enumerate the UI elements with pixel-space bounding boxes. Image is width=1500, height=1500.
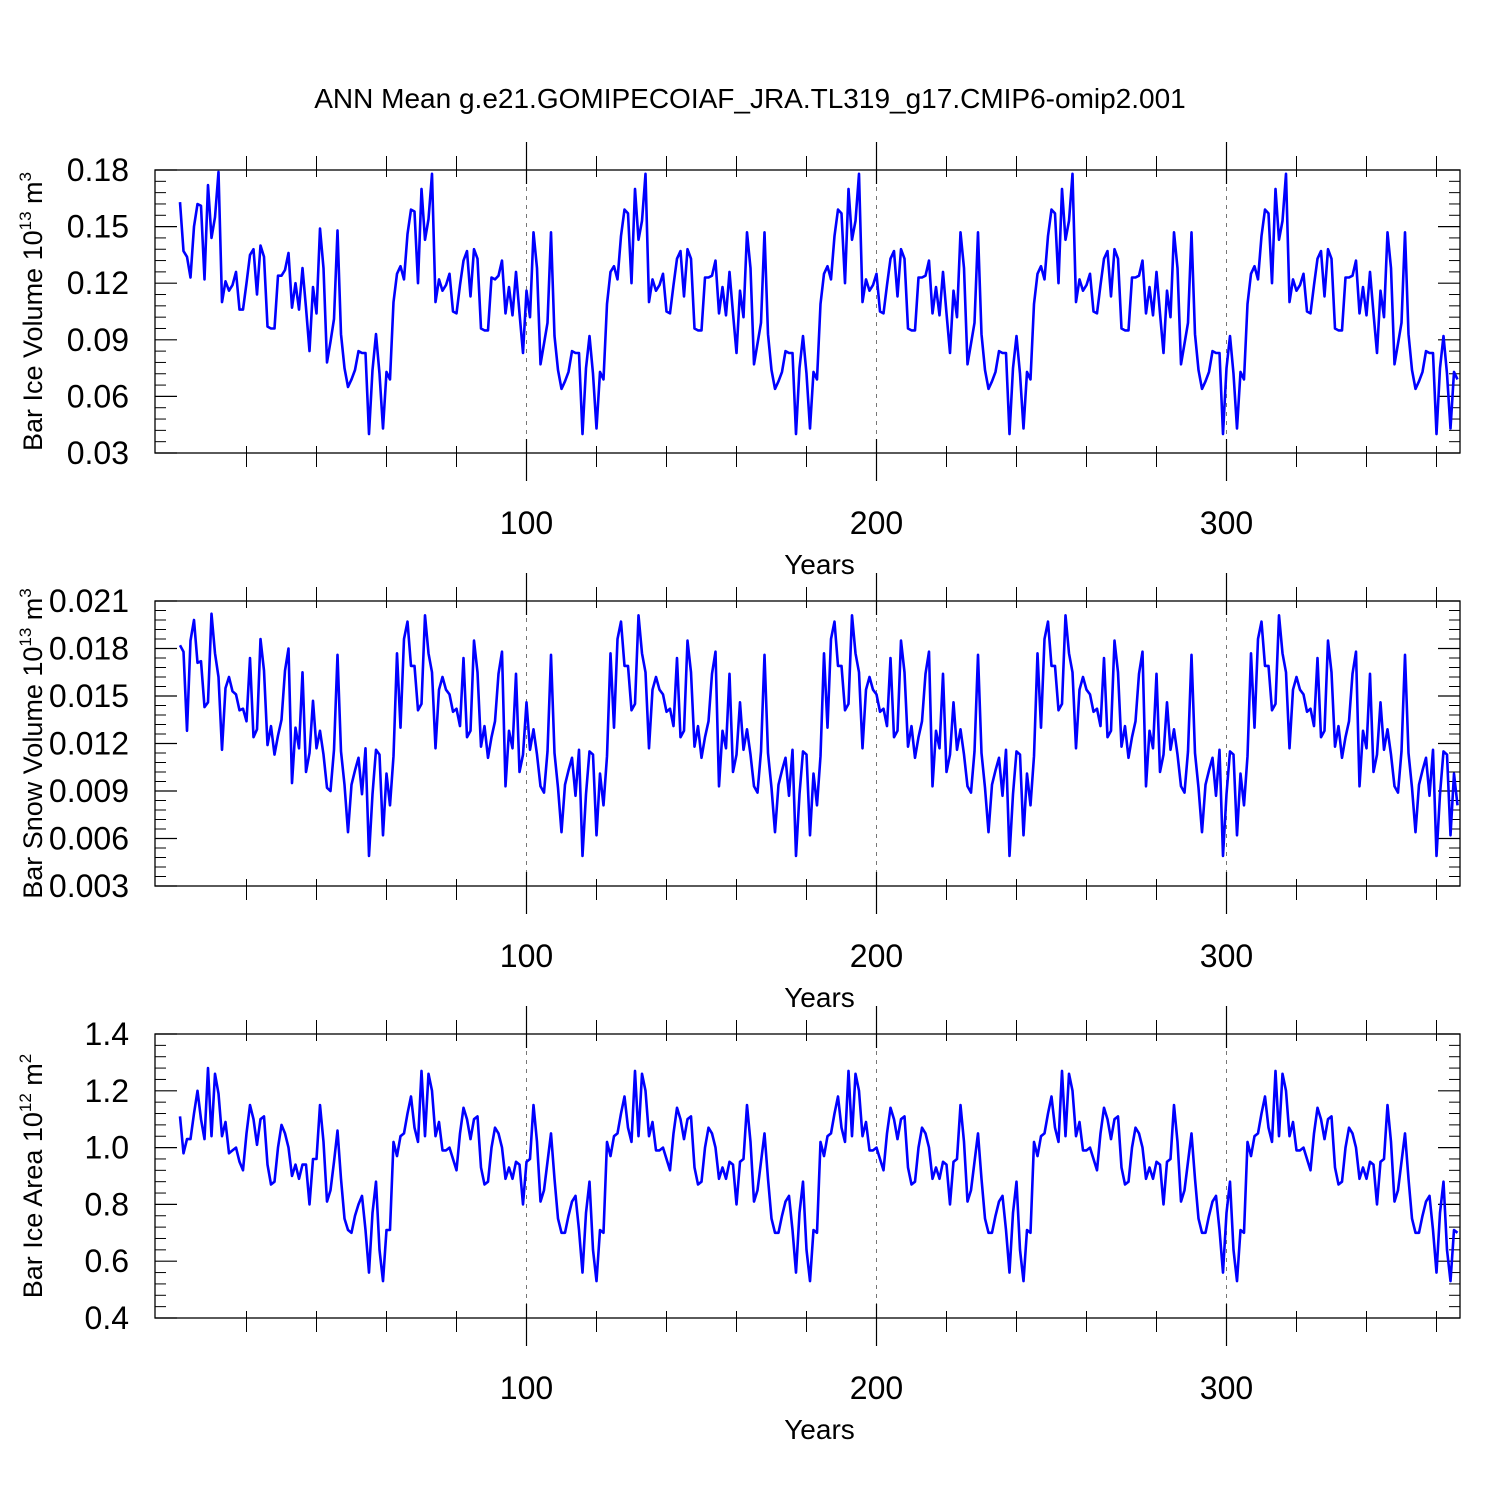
ice-area-y-tick-label: 1.0: [85, 1130, 129, 1166]
ice-area-y-axis-label-unit: m: [18, 1063, 48, 1093]
ice-area-y-tick-label: 0.4: [85, 1300, 129, 1336]
ice-area-y-axis-label-unit-exponent: 2: [16, 1054, 35, 1063]
ice-volume-plot-frame: [154, 169, 1461, 454]
ice-volume-series-line: [178, 170, 1459, 436]
snow-volume-y-tick-label: 0.012: [49, 726, 129, 762]
ice-area-y-tick-label: 1.4: [85, 1016, 129, 1052]
ice-volume-y-tick-label: 0.15: [67, 209, 129, 245]
ice-volume-y-tick-label: 0.06: [67, 378, 129, 414]
snow-volume-y-axis-label-text: Bar Snow Volume 10: [18, 647, 48, 899]
ice-area-x-tick-label: 200: [850, 1370, 903, 1406]
ice-area-y-axis-label-exponent: 12: [16, 1093, 35, 1112]
snow-volume-x-tick-label: 300: [1200, 938, 1253, 974]
ice-area-y-axis-label: Bar Ice Area 1012 m2: [16, 1054, 48, 1299]
ice-volume-y-axis-label-unit-exponent: 3: [16, 172, 35, 181]
ice-area-y-axis-label-text: Bar Ice Area 10: [18, 1112, 48, 1298]
snow-volume-y-tick-label: 0.006: [49, 821, 129, 857]
snow-volume-x-tick-label: 100: [500, 938, 553, 974]
ice-area-plot-frame: [154, 1033, 1461, 1319]
snow-volume-y-tick-label: 0.003: [49, 868, 129, 904]
ice-area-x-tick-label: 300: [1200, 1370, 1253, 1406]
ice-area-y-tick-label: 0.6: [85, 1243, 129, 1279]
snow-volume-y-axis-label-unit: m: [18, 598, 48, 628]
ice-volume-y-axis-label-exponent: 13: [16, 211, 35, 230]
ice-area-y-tick-label: 1.2: [85, 1073, 129, 1109]
snow-volume-y-tick-label: 0.021: [49, 583, 129, 619]
ice-volume-y-axis-label: Bar Ice Volume 1013 m3: [16, 172, 48, 451]
ice-volume-x-tick-label: 100: [500, 505, 553, 541]
ice-volume-y-tick-label: 0.12: [67, 265, 129, 301]
ice-area-x-axis-label: Years: [784, 1414, 855, 1445]
ice-volume-x-axis-label: Years: [784, 549, 855, 580]
ice-volume-y-tick-label: 0.09: [67, 322, 129, 358]
ice-area-series-line: [178, 1066, 1459, 1283]
snow-volume-series-line: [178, 612, 1459, 858]
ice-volume-x-tick-label: 200: [850, 505, 903, 541]
snow-volume-y-axis-label-unit-exponent: 3: [16, 588, 35, 597]
ice-volume-x-tick-label: 300: [1200, 505, 1253, 541]
ice-volume-y-axis-label-text: Bar Ice Volume 10: [18, 230, 48, 451]
snow-volume-panel: 100 200 300 0.003 0.006 0.009 0.012 0.015 0.018 0…: [16, 573, 1461, 1013]
ice-volume-y-tick-label: 0.03: [67, 435, 129, 471]
figure-title: ANN Mean g.e21.GOMIPECOIAF_JRA.TL319_g17…: [314, 83, 1186, 114]
snow-volume-y-tick-label: 0.018: [49, 631, 129, 667]
snow-volume-y-tick-label: 0.009: [49, 773, 129, 809]
ice-volume-panel: 100 200 300 0.03 0.06 0.09 0.12 0.15 0.18 Years Ba…: [16, 142, 1461, 580]
snow-volume-x-axis-label: Years: [784, 982, 855, 1013]
ice-area-panel: 100 200 300 0.4 0.6 0.8 1.0 1.2 1.4 Years Bar Ice …: [16, 1006, 1461, 1445]
snow-volume-y-tick-label: 0.015: [49, 678, 129, 714]
ice-area-y-tick-label: 0.8: [85, 1186, 129, 1222]
ice-volume-y-tick-label: 0.18: [67, 152, 129, 188]
ice-volume-y-axis-label-unit: m: [18, 181, 48, 211]
snow-volume-y-axis-label-exponent: 13: [16, 628, 35, 647]
snow-volume-x-tick-label: 200: [850, 938, 903, 974]
snow-volume-y-axis-label: Bar Snow Volume 1013 m3: [16, 588, 48, 899]
ice-area-x-tick-label: 100: [500, 1370, 553, 1406]
